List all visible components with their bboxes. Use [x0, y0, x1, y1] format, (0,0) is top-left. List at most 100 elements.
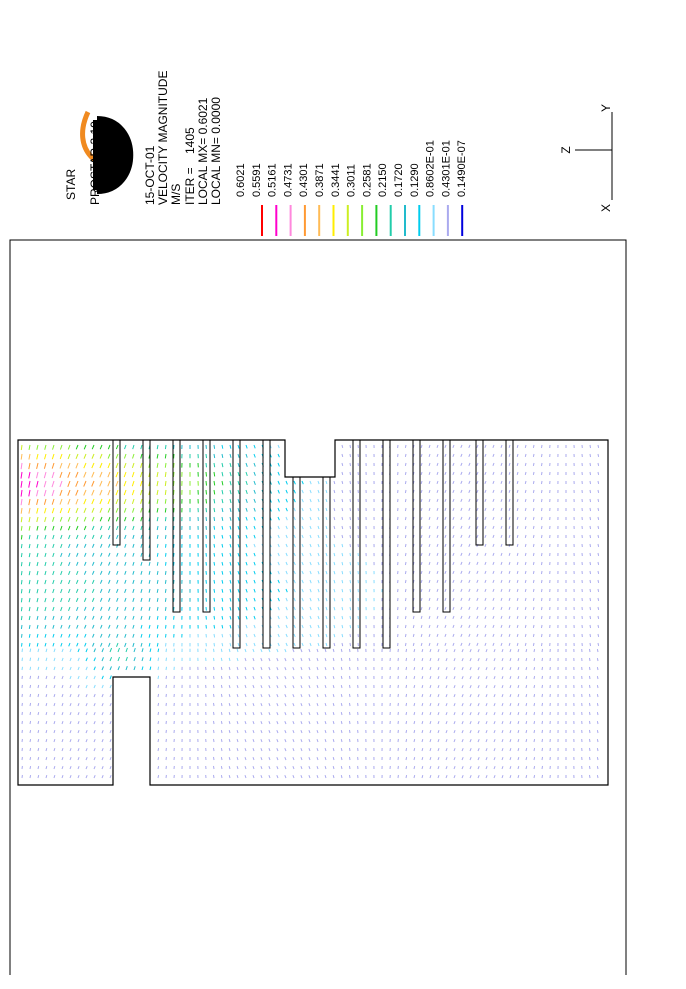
vector-field	[21, 445, 599, 778]
vector	[469, 463, 470, 466]
vector	[333, 775, 334, 778]
vector	[453, 589, 454, 592]
vector	[510, 667, 511, 670]
vector	[30, 712, 31, 715]
vector	[421, 472, 422, 475]
vector	[525, 625, 526, 628]
vector	[206, 481, 207, 486]
vector	[326, 634, 327, 637]
vector	[461, 454, 462, 457]
vector	[141, 472, 143, 477]
vector	[590, 526, 591, 529]
vector	[157, 562, 158, 566]
vector	[517, 598, 518, 601]
vector	[590, 616, 591, 619]
vector	[30, 730, 31, 733]
vector	[294, 580, 295, 583]
vector	[333, 757, 334, 760]
vector	[141, 580, 142, 584]
vector	[453, 490, 454, 493]
vector	[461, 553, 462, 556]
vector	[517, 544, 518, 547]
vector	[598, 544, 599, 547]
vector	[100, 499, 102, 504]
vector	[141, 625, 142, 629]
vector	[518, 712, 519, 715]
vector	[301, 712, 302, 715]
vector	[302, 634, 303, 637]
vector	[486, 766, 487, 769]
vector	[70, 739, 71, 742]
vector	[438, 649, 439, 652]
vector	[286, 490, 287, 493]
vector	[501, 589, 502, 592]
vector	[421, 445, 422, 448]
vector	[286, 517, 287, 520]
vector	[21, 517, 22, 522]
vector	[158, 730, 159, 733]
vector	[301, 766, 302, 769]
vector	[294, 526, 295, 529]
vector	[462, 712, 463, 715]
vector	[334, 544, 335, 547]
vector	[485, 499, 486, 502]
vector	[286, 634, 287, 637]
vector	[230, 571, 231, 575]
vector	[446, 757, 447, 760]
vector	[438, 721, 439, 724]
vector	[30, 739, 31, 742]
vector	[502, 757, 503, 760]
vector	[70, 721, 71, 724]
vector	[469, 580, 470, 583]
vector	[246, 445, 247, 448]
vector	[333, 721, 334, 724]
vector	[77, 643, 78, 646]
vector	[165, 589, 166, 593]
vector	[421, 589, 422, 592]
legend-label: 0.5591	[251, 163, 263, 197]
vector	[310, 553, 311, 556]
vector	[453, 607, 454, 610]
vector	[277, 676, 278, 679]
vector	[46, 676, 47, 679]
vector	[478, 667, 479, 670]
vector	[302, 508, 303, 511]
vector	[334, 535, 335, 538]
vector	[246, 562, 247, 565]
vector	[461, 544, 462, 547]
vector	[253, 748, 254, 751]
vector	[84, 445, 86, 449]
vector	[350, 625, 351, 628]
vector	[246, 526, 247, 529]
vector	[293, 712, 294, 715]
vector	[406, 721, 407, 724]
vector	[70, 712, 71, 715]
vector	[342, 490, 343, 493]
vector	[245, 667, 246, 670]
vector	[45, 589, 46, 593]
vector	[245, 766, 246, 769]
vector	[461, 472, 462, 475]
vector	[542, 553, 543, 556]
vector	[510, 721, 511, 724]
vector	[309, 739, 310, 742]
vector	[334, 625, 335, 628]
vector	[302, 526, 303, 529]
vector	[525, 544, 526, 547]
vector	[421, 598, 422, 601]
vector	[102, 730, 103, 733]
local-max: LOCAL MX= 0.6021	[196, 97, 210, 205]
vector	[149, 571, 150, 575]
vector	[533, 526, 534, 529]
vector	[44, 463, 46, 469]
vector	[44, 472, 46, 478]
vector	[501, 634, 502, 637]
vector	[598, 634, 599, 637]
vector	[221, 766, 222, 769]
vector	[21, 481, 22, 488]
vector	[254, 526, 255, 529]
vector	[94, 685, 95, 688]
vector	[52, 463, 54, 469]
vector	[493, 625, 494, 628]
vector	[44, 499, 46, 505]
